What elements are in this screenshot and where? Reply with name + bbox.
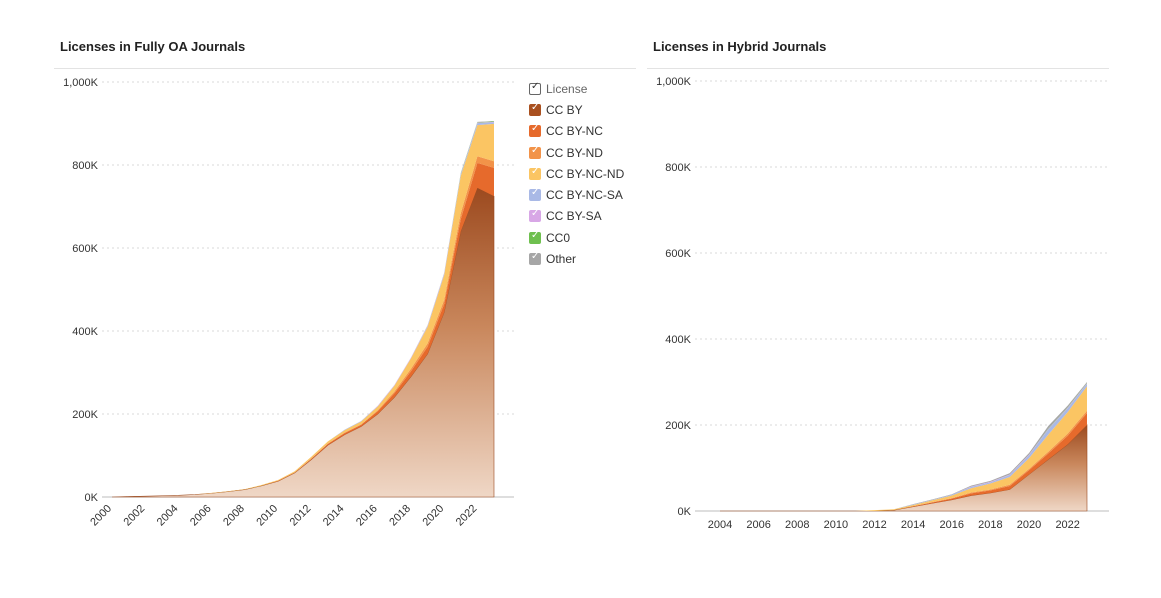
legend-check-icon[interactable] — [529, 187, 541, 202]
hybrid-y-tick-label: 400K — [665, 334, 691, 346]
legend-item-label: Other — [546, 252, 577, 267]
hybrid-area-cc-by[interactable] — [720, 424, 1088, 512]
hybrid-x-tick-label: 2004 — [708, 519, 732, 531]
legend-item-cc-by-nd[interactable]: CC BY-ND — [529, 142, 624, 163]
hybrid-y-tick-label: 1,000K — [656, 76, 692, 88]
fully-oa-y-tick-label: 800K — [72, 160, 98, 172]
legend-check-icon[interactable] — [529, 102, 541, 116]
hybrid-x-tick-label: 2006 — [746, 519, 770, 531]
fully-oa-y-tick-label: 600K — [72, 243, 98, 255]
legend-item-cc-by-sa[interactable]: CC BY-SA — [529, 206, 624, 227]
legend-header-check-icon[interactable] — [529, 81, 541, 95]
hybrid-y-tick-label: 600K — [665, 248, 691, 260]
fully-oa-y-tick-label: 400K — [72, 326, 98, 338]
hybrid-title-divider — [647, 68, 1109, 69]
legend-check-icon[interactable] — [529, 251, 541, 266]
legend-check-icon[interactable] — [529, 208, 541, 223]
legend-item-cc-by[interactable]: CC BY — [529, 99, 624, 120]
legend-item-cc0[interactable]: CC0 — [529, 227, 624, 248]
hybrid-x-tick-label: 2020 — [1017, 519, 1041, 531]
license-legend[interactable]: License CC BY CC BY-NC CC BY-ND CC BY-NC-ND… — [529, 78, 624, 270]
fully-oa-title-divider — [54, 68, 636, 69]
hybrid-x-tick-label: 2012 — [862, 519, 886, 531]
legend-check-icon[interactable] — [529, 123, 541, 138]
hybrid-chart-title: Licenses in Hybrid Journals — [653, 39, 827, 54]
hybrid-x-tick-label: 2022 — [1055, 519, 1079, 531]
legend-item-other[interactable]: Other — [529, 248, 624, 269]
legend-check-icon[interactable] — [529, 230, 541, 244]
legend-item-label: CC BY — [546, 102, 583, 117]
legend-item-label: CC BY-NC — [546, 124, 603, 139]
fully-oa-y-tick-label: 0K — [85, 492, 99, 504]
legend-item-label: CC0 — [546, 230, 571, 245]
fully-oa-y-tick-label: 1,000K — [63, 77, 99, 89]
legend-item-label: CC BY-SA — [546, 209, 602, 224]
hybrid-x-tick-label: 2010 — [824, 519, 848, 531]
hybrid-y-tick-label: 200K — [665, 420, 691, 432]
legend-item-label: CC BY-NC-SA — [546, 188, 623, 203]
legend-header-label: License — [546, 81, 588, 96]
legend-item-label: CC BY-NC-ND — [546, 166, 625, 181]
hybrid-y-tick-label: 800K — [665, 162, 691, 174]
legend-check-icon[interactable] — [529, 166, 541, 180]
fully-oa-chart-title: Licenses in Fully OA Journals — [60, 39, 246, 54]
hybrid-x-tick-label: 2018 — [978, 519, 1002, 531]
legend-check-icon[interactable] — [529, 145, 541, 159]
hybrid-x-tick-label: 2016 — [940, 519, 964, 531]
legend-item-cc-by-nc[interactable]: CC BY-NC — [529, 121, 624, 142]
hybrid-x-tick-label: 2014 — [901, 519, 925, 531]
hybrid-y-tick-label: 0K — [678, 506, 692, 518]
fully-oa-y-tick-label: 200K — [72, 409, 98, 421]
legend-item-label: CC BY-ND — [546, 145, 603, 160]
legend-item-cc-by-nc-nd[interactable]: CC BY-NC-ND — [529, 163, 624, 184]
fully-oa-area-cc-by[interactable] — [111, 187, 495, 498]
hybrid-x-tick-label: 2008 — [785, 519, 809, 531]
legend-item-cc-by-nc-sa[interactable]: CC BY-NC-SA — [529, 184, 624, 205]
legend-header[interactable]: License — [529, 78, 624, 99]
